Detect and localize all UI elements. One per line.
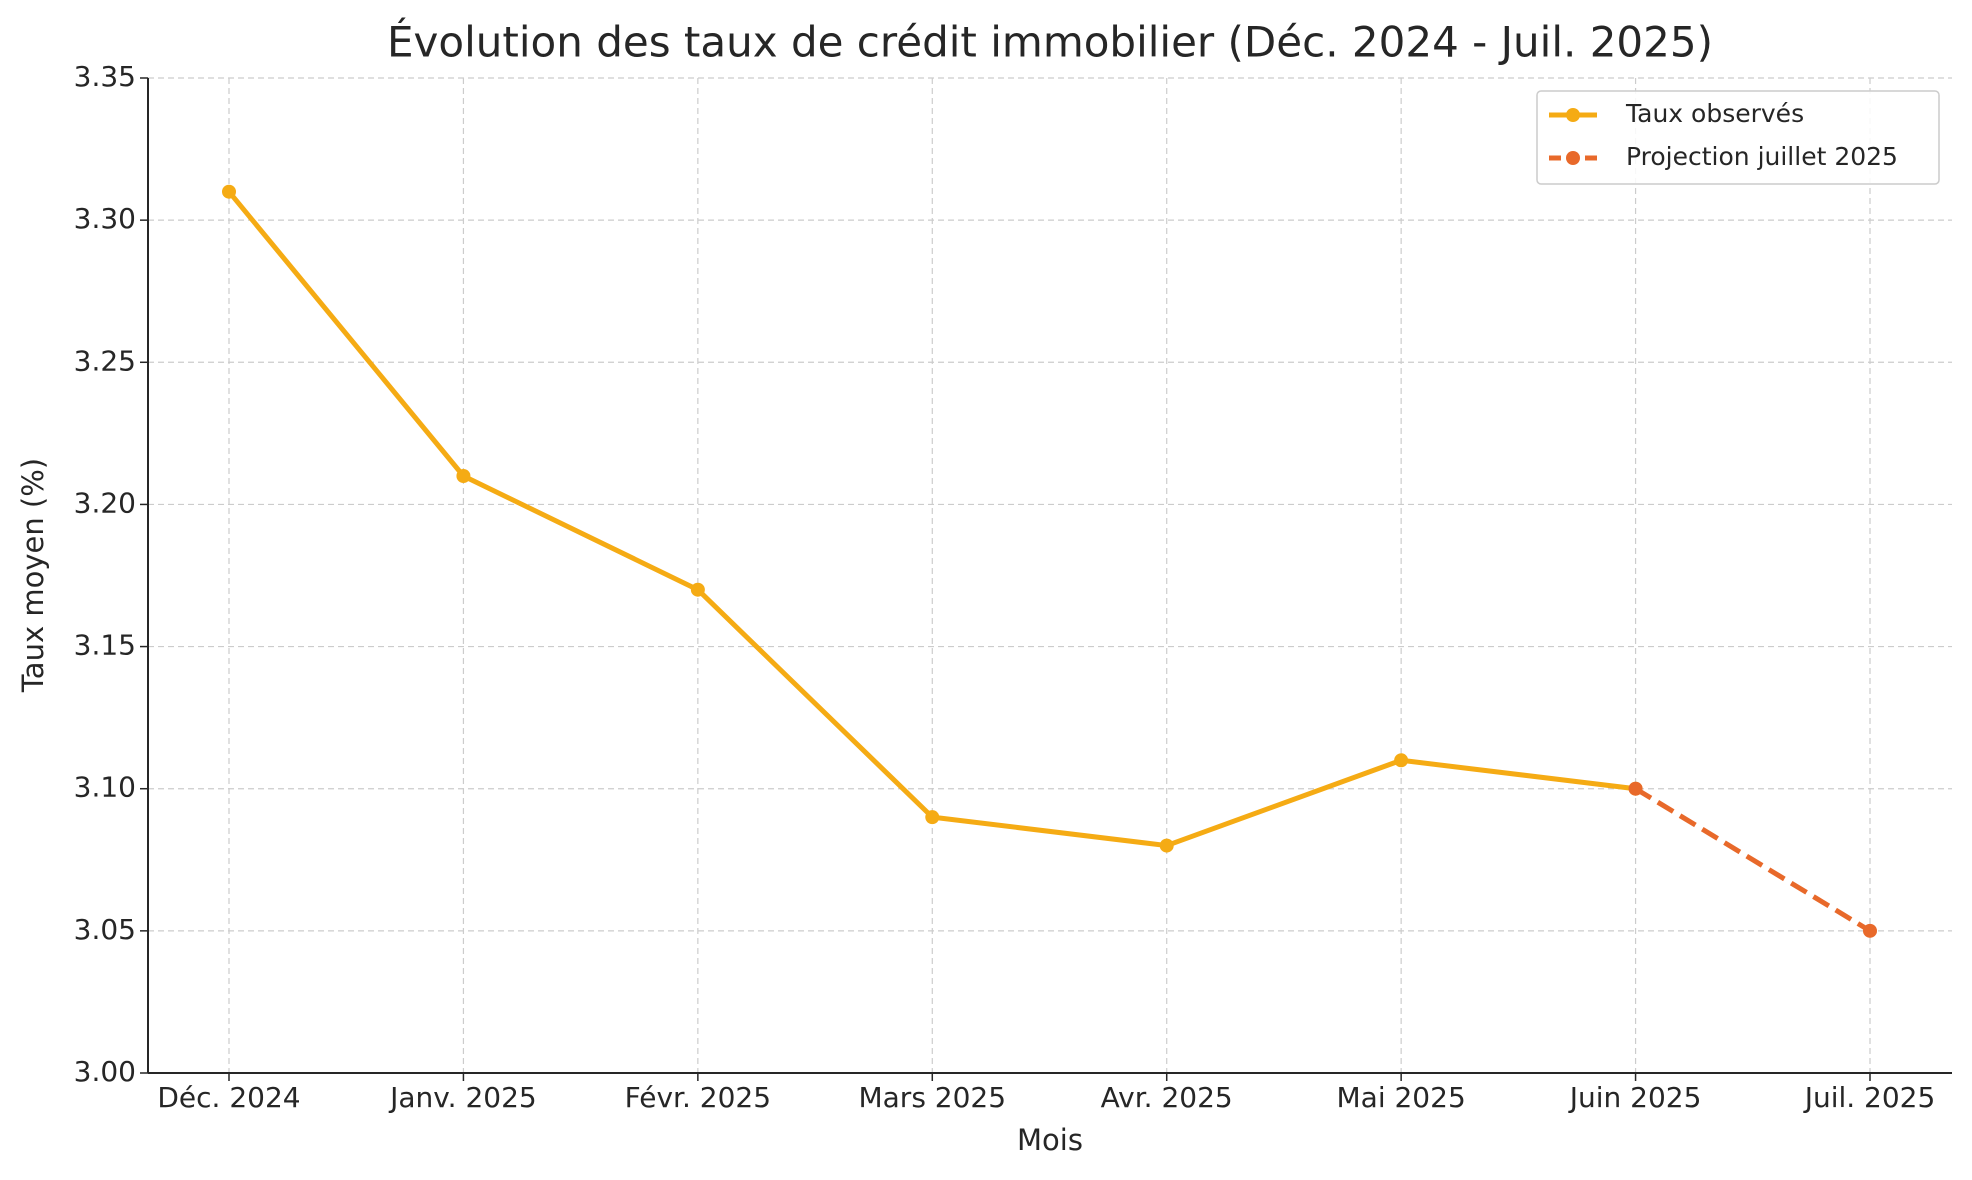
point (1394, 753, 1409, 768)
legend-label: Projection juillet 2025 (1626, 142, 1898, 171)
point (1628, 781, 1643, 796)
legend-label: Taux observés (1625, 99, 1804, 128)
series-line (1634, 786, 1872, 933)
y-tick-label: 3.10 (74, 771, 136, 804)
y-tick-label: 3.20 (74, 486, 136, 519)
x-tick-label: Janv. 2025 (388, 1081, 537, 1114)
point (690, 582, 705, 597)
y-axis-label: Taux moyen (%) (16, 458, 50, 693)
legend-box (1536, 90, 1940, 185)
legend-marker (1566, 108, 1580, 122)
x-tick-label: Juin 2025 (1568, 1081, 1702, 1114)
chart-title: Évolution des taux de crédit immobilier … (387, 17, 1713, 67)
point (456, 469, 471, 483)
legend-marker (1566, 151, 1580, 165)
point (925, 810, 940, 825)
x-tick-label: Mars 2025 (858, 1081, 1006, 1114)
y-tick-label: 3.35 (74, 60, 136, 93)
x-tick-label: Juil. 2025 (1803, 1081, 1936, 1114)
point (222, 184, 236, 199)
x-tick-label: Déc. 2024 (157, 1081, 300, 1114)
point (1159, 838, 1174, 853)
point (1863, 923, 1877, 938)
x-tick-label: Mai 2025 (1337, 1081, 1466, 1114)
x-tick-label: Févr. 2025 (625, 1081, 771, 1114)
y-tick-label: 3.15 (74, 629, 136, 662)
y-tick-label: 3.00 (74, 1055, 136, 1088)
y-tick-label: 3.25 (74, 344, 136, 377)
x-tick-label: Avr. 2025 (1101, 1081, 1233, 1114)
y-tick-label: 3.05 (74, 913, 136, 946)
x-axis-label: Mois (1017, 1123, 1083, 1157)
y-tick-label: 3.30 (74, 202, 136, 235)
